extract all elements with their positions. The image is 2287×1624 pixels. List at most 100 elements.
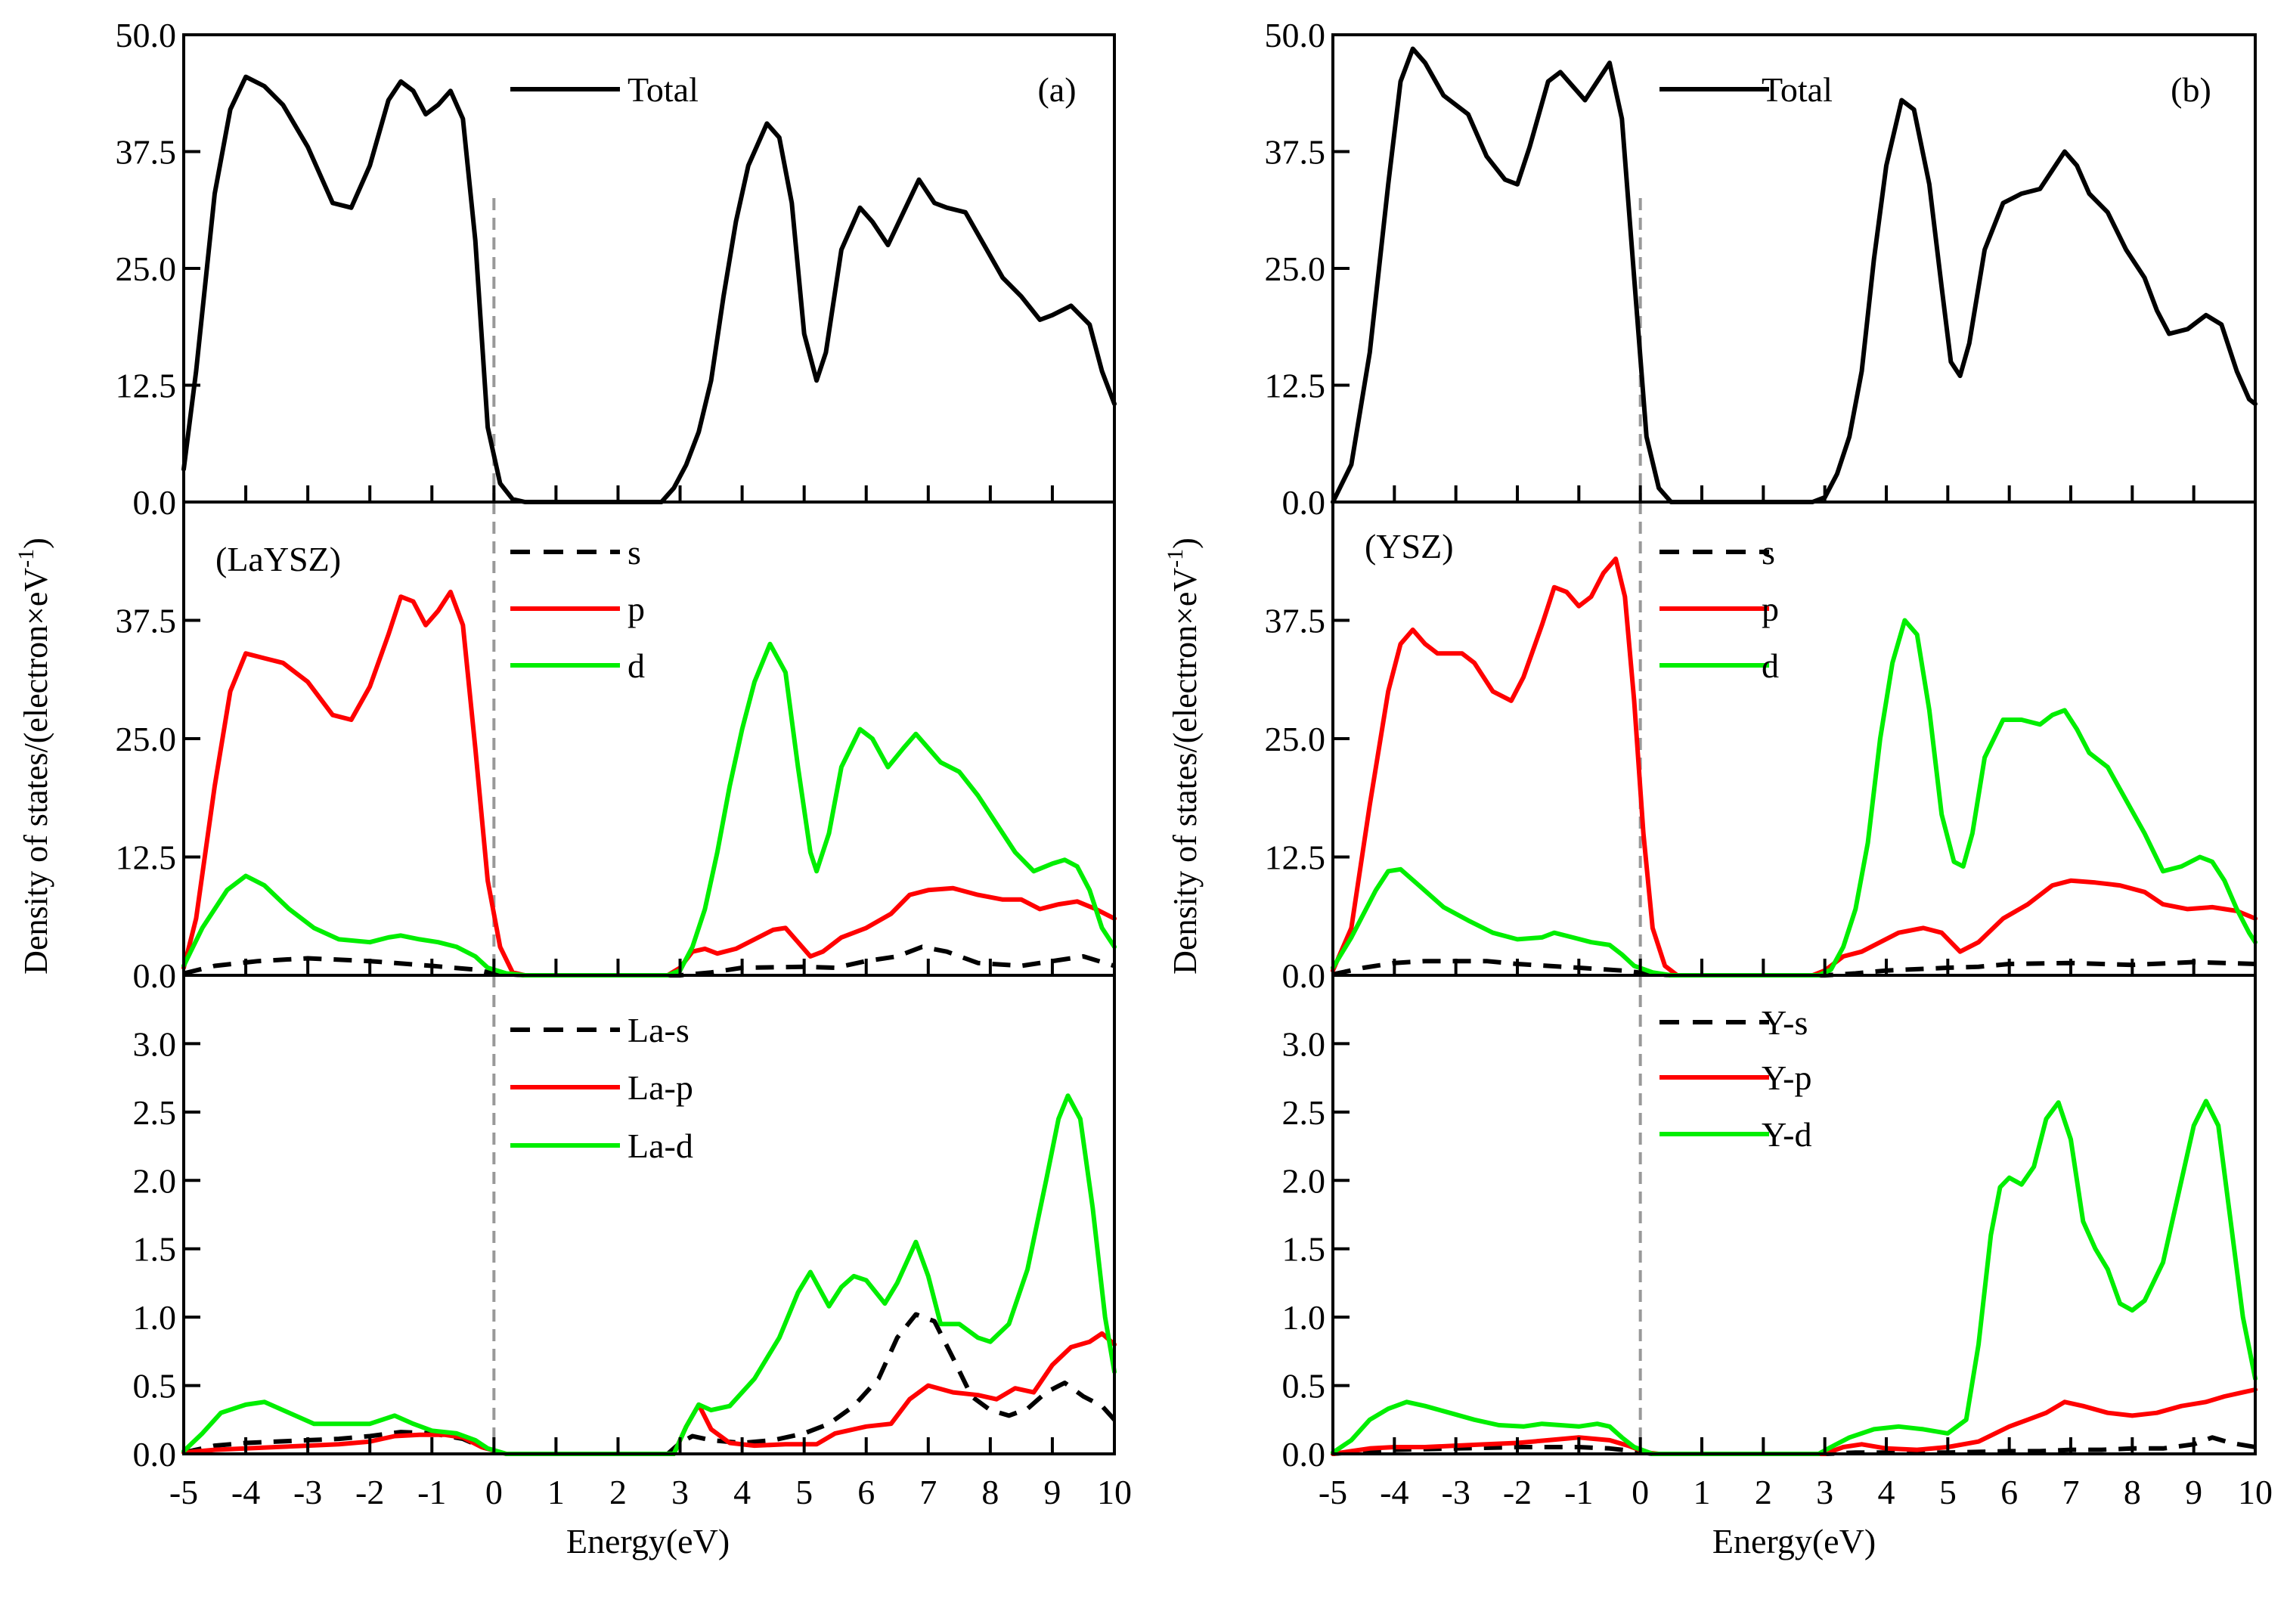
series-line-la-s bbox=[183, 1312, 1117, 1456]
x-axis-label-b: Energy(eV) bbox=[1712, 1522, 1876, 1560]
x-tick-label: 2 bbox=[1755, 1473, 1772, 1511]
y-tick-label: 1.5 bbox=[133, 1230, 177, 1269]
legend-label-total: Total bbox=[628, 70, 699, 109]
x-tick-label: 3 bbox=[1816, 1473, 1833, 1511]
y-tick-label: 2.0 bbox=[1282, 1161, 1326, 1200]
legend-label-y-p: Y-p bbox=[1762, 1058, 1811, 1097]
x-tick-label: 9 bbox=[1043, 1473, 1061, 1511]
x-tick-label: 3 bbox=[671, 1473, 689, 1511]
y-tick-label: 12.5 bbox=[1265, 367, 1326, 405]
y-tick-label: 0.0 bbox=[1282, 1435, 1326, 1474]
y-tick-label: 37.5 bbox=[1265, 133, 1326, 172]
legend-label-s: s bbox=[628, 533, 641, 572]
y-tick-label: 2.5 bbox=[1282, 1093, 1326, 1132]
subplot-element: 0.0 0.5 1.0 1.5 2.0 2.5 3.0 La-s La-p La-d bbox=[133, 974, 1117, 1474]
series-line-d bbox=[1331, 618, 2258, 978]
x-tick-label: 7 bbox=[2062, 1473, 2080, 1511]
x-tick-label: 1 bbox=[1694, 1473, 1711, 1511]
x-tick-label: -1 bbox=[417, 1473, 446, 1511]
material-label: (YSZ) bbox=[1365, 527, 1454, 566]
panel-label: (b) bbox=[2171, 70, 2211, 109]
y-tick-label: 25.0 bbox=[116, 249, 177, 288]
y-tick-label: 3.0 bbox=[133, 1024, 177, 1063]
y-tick-label: 37.5 bbox=[116, 133, 177, 172]
x-tick-label: 9 bbox=[2185, 1473, 2202, 1511]
y-axis-label-b: Density of states/(electron×eV-1) bbox=[1163, 538, 1204, 975]
x-tick-label: 5 bbox=[1939, 1473, 1957, 1511]
subplot-orbital: 0.0 12.5 25.0 37.5 spd bbox=[1265, 501, 2258, 995]
series-line-la-d bbox=[181, 1093, 1117, 1456]
x-tick-label: 5 bbox=[795, 1473, 813, 1511]
y-tick-label: 25.0 bbox=[1265, 249, 1326, 288]
plot-frame bbox=[182, 974, 1116, 1455]
legend-label-y-d: Y-d bbox=[1762, 1115, 1811, 1154]
x-tick-label: 1 bbox=[547, 1473, 565, 1511]
y-tick-label: 50.0 bbox=[1265, 16, 1326, 54]
x-tick-label: -3 bbox=[1442, 1473, 1470, 1511]
x-tick-label: -1 bbox=[1564, 1473, 1593, 1511]
x-tick-label: 0 bbox=[485, 1473, 503, 1511]
legend-label-la-d: La-d bbox=[628, 1127, 693, 1165]
y-tick-label: 0.0 bbox=[133, 483, 177, 522]
legend-label-p: p bbox=[628, 590, 645, 628]
y-tick-label: 0.0 bbox=[1282, 483, 1326, 522]
y-tick-label: 0.5 bbox=[133, 1367, 177, 1406]
x-tick-label: -2 bbox=[1503, 1473, 1532, 1511]
y-tick-label: 1.0 bbox=[133, 1298, 177, 1337]
y-tick-label: 0.0 bbox=[133, 956, 177, 995]
series-line-total bbox=[1331, 46, 2258, 504]
series-line-y-p bbox=[1331, 1387, 2258, 1456]
legend-label-la-s: La-s bbox=[628, 1011, 690, 1049]
x-tick-label: 8 bbox=[981, 1473, 999, 1511]
legend-label-la-p: La-p bbox=[628, 1068, 693, 1107]
y-tick-label: 2.0 bbox=[133, 1161, 177, 1200]
x-tick-label: -4 bbox=[1380, 1473, 1408, 1511]
subplot-total: 0.0 12.5 25.0 37.5 50.0 Total bbox=[116, 16, 1117, 522]
y-axis-label-a: Density of states/(electron×eV-1) bbox=[14, 538, 54, 975]
legend-label-p: p bbox=[1762, 590, 1779, 628]
y-tick-label: 25.0 bbox=[1265, 720, 1326, 758]
x-tick-label: -5 bbox=[169, 1473, 198, 1511]
y-tick-label: 12.5 bbox=[1265, 838, 1326, 877]
y-tick-label: 37.5 bbox=[116, 602, 177, 640]
y-tick-label: 12.5 bbox=[116, 838, 177, 877]
panel-b-ysz: 0.012.525.037.550.0Total0.012.525.037.5s… bbox=[1265, 16, 2273, 1511]
series-line-d bbox=[181, 641, 1117, 978]
y-tick-label: 3.0 bbox=[1282, 1024, 1326, 1063]
y-tick-label: 12.5 bbox=[116, 367, 177, 405]
x-tick-label: 8 bbox=[2124, 1473, 2141, 1511]
material-label: (LaYSZ) bbox=[215, 540, 341, 578]
series-line-y-d bbox=[1331, 1099, 2258, 1456]
y-tick-label: 37.5 bbox=[1265, 602, 1326, 640]
y-tick-label: 2.5 bbox=[133, 1093, 177, 1132]
subplot-element: 0.0 0.5 1.0 1.5 2.0 2.5 3.0 Y-s Y-p Y-d bbox=[1282, 974, 2258, 1474]
legend-label-d: d bbox=[1762, 646, 1779, 685]
x-tick-label: 10 bbox=[1097, 1473, 1132, 1511]
x-tick-label: -3 bbox=[293, 1473, 322, 1511]
x-tick-label: -4 bbox=[231, 1473, 260, 1511]
legend-label-y-s: Y-s bbox=[1762, 1003, 1808, 1042]
y-tick-label: 0.0 bbox=[1282, 956, 1326, 995]
series-line-la-p bbox=[181, 1331, 1117, 1456]
subplot-orbital: 0.0 12.5 25.0 37.5 spd bbox=[116, 501, 1117, 995]
x-tick-label: 2 bbox=[609, 1473, 627, 1511]
series-line-total bbox=[181, 74, 1117, 504]
y-tick-label: 0.5 bbox=[1282, 1367, 1326, 1406]
y-tick-label: 50.0 bbox=[116, 16, 177, 54]
x-tick-label: -5 bbox=[1319, 1473, 1347, 1511]
legend-label-s: s bbox=[1762, 533, 1775, 572]
x-tick-label: 6 bbox=[857, 1473, 875, 1511]
panel-a-lavsz: 0.012.525.037.550.0Total0.012.525.037.5s… bbox=[116, 16, 1133, 1511]
x-tick-label: 4 bbox=[1878, 1473, 1895, 1511]
y-tick-label: 1.5 bbox=[1282, 1230, 1326, 1269]
legend-label-d: d bbox=[628, 646, 645, 685]
y-tick-label: 25.0 bbox=[116, 720, 177, 758]
series-line-p bbox=[1331, 556, 2258, 978]
x-tick-label: 10 bbox=[2238, 1473, 2273, 1511]
panel-label: (a) bbox=[1037, 70, 1076, 109]
x-tick-label: 4 bbox=[733, 1473, 751, 1511]
y-tick-label: 0.0 bbox=[133, 1435, 177, 1474]
x-axis-label-a: Energy(eV) bbox=[566, 1522, 730, 1560]
